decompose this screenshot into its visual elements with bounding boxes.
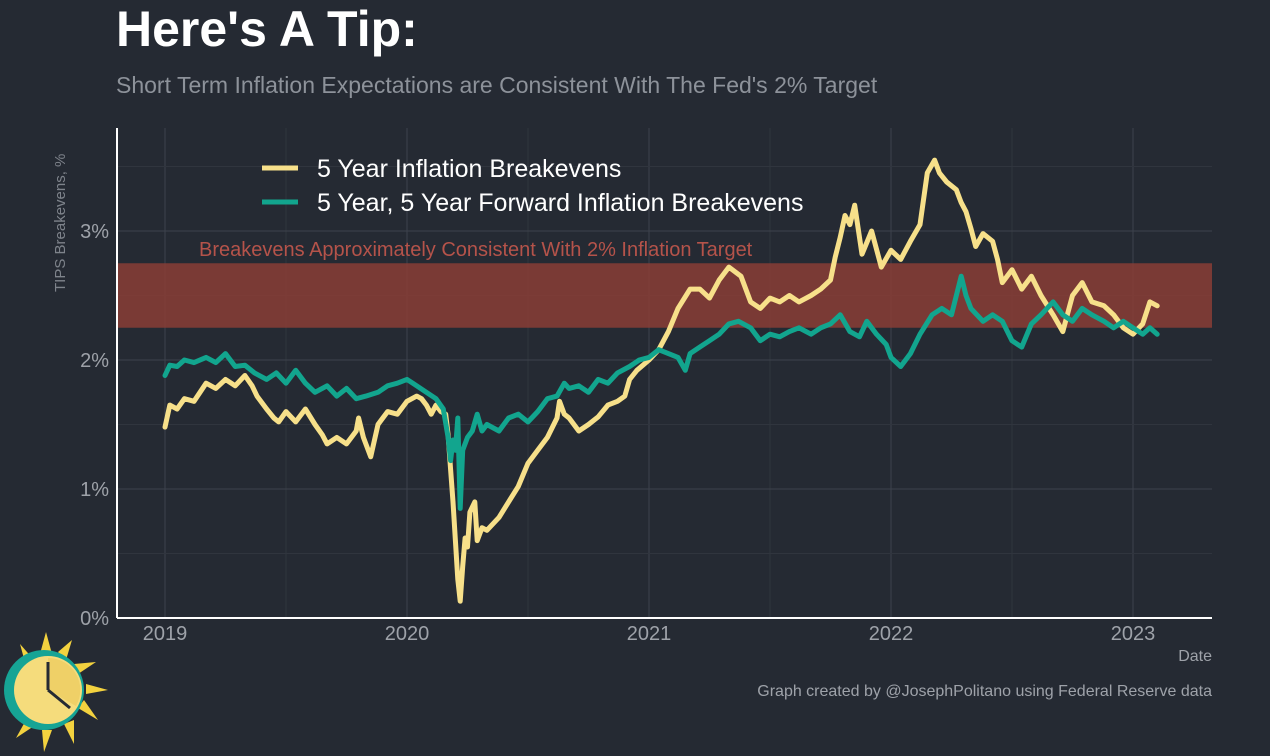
tick-layer: 0% 1% 2% 3% 2019 2020 2021 2022 2023 [80, 221, 1155, 645]
legend-label-5y: 5 Year Inflation Breakevens [317, 155, 621, 183]
band-label: Breakevens Approximately Consistent With… [199, 239, 753, 261]
sun-clock-icon [4, 632, 108, 752]
y-tick-label: 2% [80, 350, 109, 372]
series-layer [162, 157, 1160, 604]
legend: 5 Year Inflation Breakevens 5 Year, 5 Ye… [262, 155, 803, 217]
x-tick-label: 2023 [1111, 623, 1156, 645]
page-title: Here's A Tip: [116, 1, 418, 57]
y-tick-label: 3% [80, 221, 109, 243]
x-tick-label: 2021 [627, 623, 672, 645]
legend-label-5y5y: 5 Year, 5 Year Forward Inflation Breakev… [317, 189, 803, 217]
series-line-5y5y [162, 273, 1160, 511]
target-band [117, 263, 1212, 328]
x-tick-label: 2022 [869, 623, 914, 645]
grid-layer [117, 128, 1212, 618]
x-axis-label: Date [1178, 648, 1212, 665]
page-subtitle: Short Term Inflation Expectations are Co… [116, 72, 878, 98]
y-tick-label: 1% [80, 479, 109, 501]
axis-layer [116, 128, 1212, 619]
x-tick-label: 2019 [143, 623, 188, 645]
x-tick-label: 2020 [385, 623, 430, 645]
y-tick-label: 0% [80, 608, 109, 630]
source-caption: Graph created by @JosephPolitano using F… [757, 683, 1212, 700]
y-axis-label: TIPS Breakevens, % [52, 153, 69, 292]
series-line-5y [162, 157, 1160, 604]
